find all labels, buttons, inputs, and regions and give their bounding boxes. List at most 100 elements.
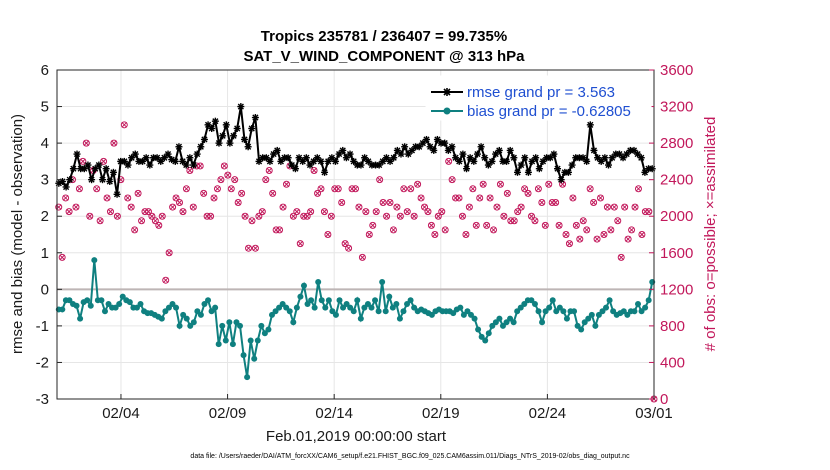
rmse-marker-stroke <box>285 154 292 161</box>
rmse-marker-stroke <box>103 165 110 172</box>
obs-possible-marker <box>521 185 529 193</box>
obs-possible-marker <box>58 253 66 261</box>
obs-possible-point <box>496 180 504 188</box>
rmse-marker-stroke <box>583 158 590 165</box>
obs-assimilated-marker <box>162 277 169 284</box>
obs-possible-point <box>307 208 315 216</box>
x-tick-label: 02/09 <box>209 405 247 422</box>
obs-possible-point <box>103 194 111 202</box>
rmse-marker-stroke <box>99 176 106 183</box>
obs-assimilated-marker <box>242 213 248 220</box>
rmse-point <box>346 150 354 158</box>
obs-possible-point <box>614 217 622 225</box>
obs-assimilated-marker <box>459 213 466 220</box>
bias-point <box>98 297 105 304</box>
obs-possible-point <box>179 208 187 216</box>
obs-possible-point <box>182 185 190 193</box>
rmse-point <box>568 161 576 169</box>
rmse-marker-stroke <box>179 158 186 165</box>
bias-point <box>297 293 304 300</box>
obs-possible-marker <box>607 226 615 234</box>
obs-possible-marker <box>517 203 525 211</box>
obs-possible-point <box>155 221 163 229</box>
obs-possible-point <box>414 180 422 188</box>
bias-point <box>237 322 244 329</box>
rmse-marker-stroke <box>605 161 612 169</box>
y2-tick-label: 3200 <box>660 99 693 116</box>
obs-possible-marker <box>72 203 80 211</box>
rmse-marker-stroke <box>634 150 641 158</box>
obs-assimilated-marker <box>124 195 131 201</box>
rmse-point <box>455 157 463 165</box>
rmse-point <box>554 165 562 173</box>
obs-possible-marker <box>176 199 184 207</box>
obs-possible-point <box>345 244 353 252</box>
rmse-marker-stroke <box>88 176 95 183</box>
rmse-point <box>448 143 456 151</box>
rmse-point <box>557 176 565 184</box>
obs-possible-marker <box>410 212 418 220</box>
obs-assimilated-marker <box>566 240 573 247</box>
rmse-point <box>226 139 234 147</box>
bias-point <box>635 300 642 307</box>
bias-point <box>482 337 489 344</box>
rmse-point <box>506 146 514 154</box>
rmse-marker-stroke <box>365 158 372 165</box>
obs-possible-point <box>389 226 397 234</box>
obs-possible-marker <box>100 157 108 165</box>
obs-assimilated-marker <box>80 158 86 165</box>
obs-possible-marker <box>400 185 408 193</box>
obs-possible-point <box>524 189 532 197</box>
rmse-point <box>124 161 132 169</box>
bias-point <box>563 315 570 322</box>
obs-possible-point <box>231 176 239 184</box>
rmse-marker-stroke <box>288 161 295 169</box>
obs-assimilated-marker <box>621 204 628 210</box>
obs-possible-point <box>320 208 328 216</box>
obs-possible-point <box>334 185 342 193</box>
rmse-point <box>230 132 238 140</box>
obs-possible-marker <box>445 157 453 165</box>
rmse-point <box>321 168 329 176</box>
bias-point <box>549 297 556 304</box>
obs-possible-point <box>248 217 256 225</box>
obs-possible-marker <box>131 226 139 234</box>
rmse-marker-stroke <box>423 136 430 143</box>
bias-point <box>393 300 400 307</box>
obs-possible-point <box>396 212 404 220</box>
obs-possible-point <box>503 189 511 197</box>
obs-assimilated-marker <box>525 190 531 197</box>
obs-assimilated-marker <box>345 245 352 252</box>
obs-possible-point <box>628 226 636 234</box>
obs-possible-marker <box>586 185 594 193</box>
obs-possible-marker <box>358 253 366 261</box>
obs-assimilated-marker <box>245 245 252 252</box>
obs-possible-marker <box>427 221 435 229</box>
obs-assimilated-marker <box>218 176 224 183</box>
bias-point <box>190 319 197 326</box>
obs-possible-marker <box>614 217 622 225</box>
obs-possible-marker <box>103 194 111 202</box>
obs-possible-point <box>541 221 549 229</box>
rmse-series <box>55 103 656 198</box>
rmse-marker-stroke <box>467 154 474 161</box>
obs-possible-point <box>645 208 653 216</box>
obs-possible-marker <box>320 208 328 216</box>
obs-assimilated-marker <box>576 236 583 242</box>
obs-possible-point <box>448 176 456 184</box>
rmse-point <box>586 121 594 129</box>
obs-possible-marker <box>531 217 539 225</box>
y-tick-label: 3 <box>41 172 49 189</box>
obs-possible-marker <box>251 244 259 252</box>
obs-assimilated-marker <box>511 217 518 224</box>
obs-assimilated-marker <box>590 199 597 206</box>
obs-assimilated-marker <box>280 204 286 210</box>
obs-possible-point <box>352 185 359 193</box>
obs-assimilated-marker <box>449 176 455 183</box>
obs-assimilated-marker <box>487 195 493 201</box>
bias-point <box>254 337 261 344</box>
rmse-marker-stroke <box>168 156 175 163</box>
obs-possible-point <box>227 185 235 193</box>
obs-possible-point <box>476 194 484 202</box>
bias-point <box>357 315 364 322</box>
